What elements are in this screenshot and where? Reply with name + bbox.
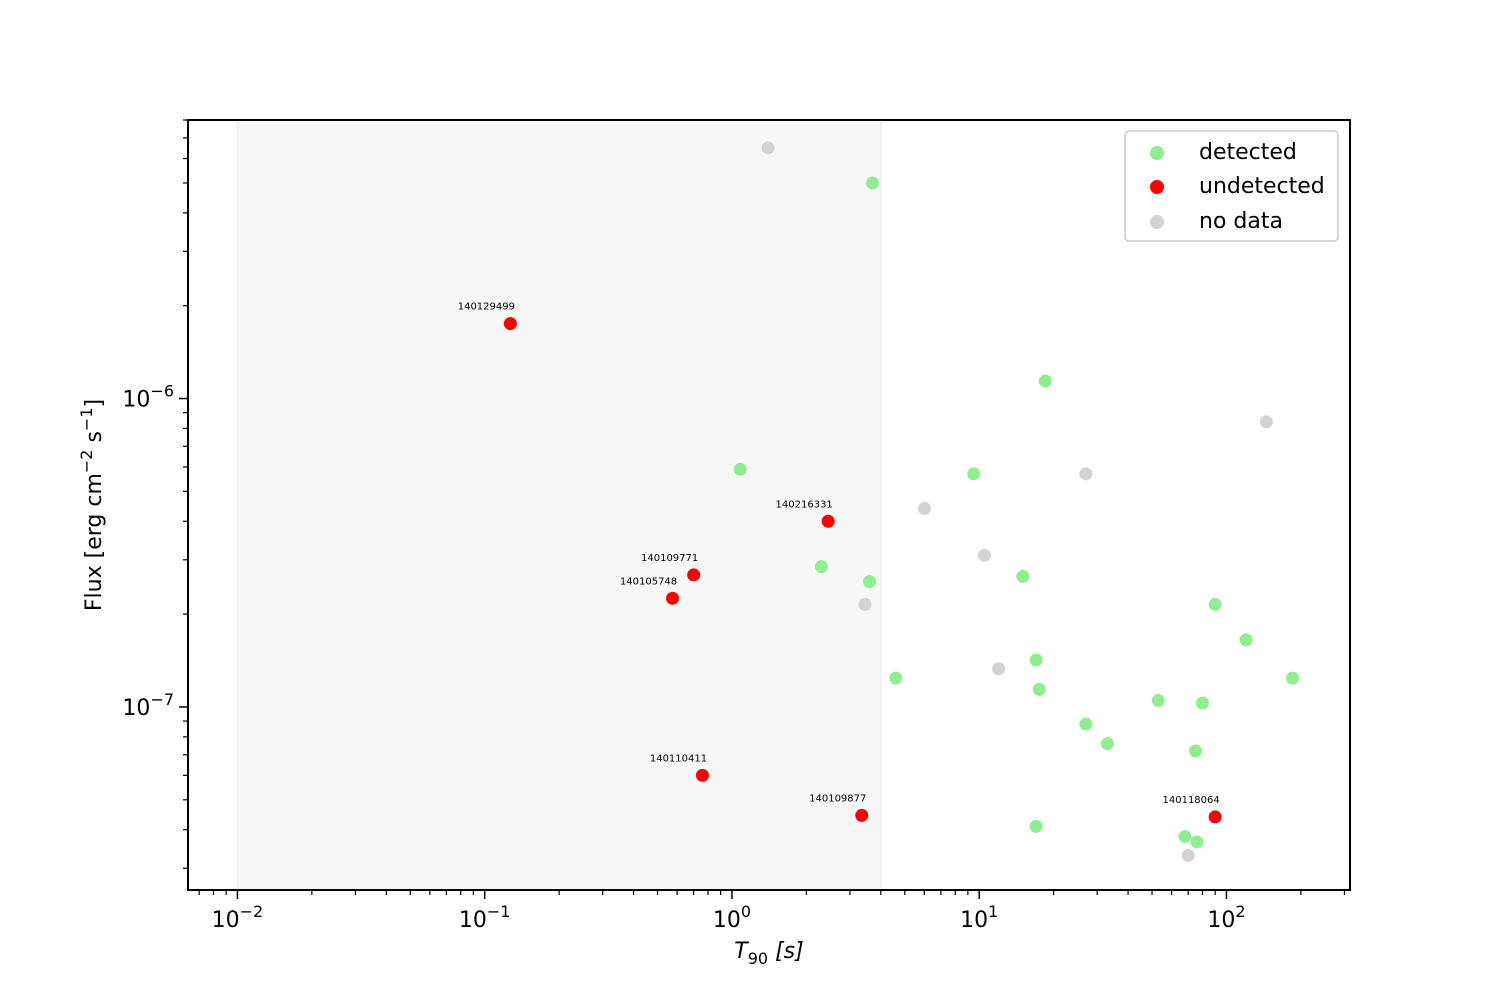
plot-frame [187, 119, 1351, 891]
point-detected [1016, 569, 1030, 583]
legend-marker-detected [1150, 146, 1164, 160]
point-detected [1190, 835, 1204, 849]
legend-label-detected: detected [1199, 140, 1297, 165]
point-no-data [977, 548, 991, 562]
point-detected [1195, 696, 1209, 710]
x-tick-label: 102 [1207, 902, 1245, 933]
point-no-data [1259, 415, 1273, 429]
point-annotation: 140109771 [641, 553, 698, 564]
shaded-region [236, 119, 882, 891]
point-detected [1029, 819, 1043, 833]
point-detected [1038, 374, 1052, 388]
point-undetected [666, 591, 680, 605]
point-detected [889, 671, 903, 685]
point-detected [1079, 717, 1093, 731]
point-detected [1208, 597, 1222, 611]
point-detected [865, 176, 879, 190]
point-annotations: 140129499 140216331 140109771 140105748 1401… [458, 302, 1220, 806]
point-undetected [695, 768, 709, 782]
point-detected [1239, 633, 1253, 647]
x-tick-label: 10−2 [212, 902, 264, 933]
point-annotation: 140118064 [1163, 795, 1220, 806]
point-annotation: 140216331 [776, 499, 833, 510]
shaded-region-layer [236, 119, 882, 891]
point-annotation: 140105748 [620, 576, 677, 587]
axis-ticks: 10−2 10−1 100 101 102 10−7 10−6 [122, 119, 1346, 933]
x-tick-label: 101 [960, 902, 998, 933]
point-detected [733, 462, 747, 476]
point-detected [1100, 737, 1114, 751]
y-tick-label: 10−6 [122, 382, 174, 413]
point-no-data [1181, 848, 1195, 862]
point-undetected [1208, 810, 1222, 824]
point-detected [1032, 682, 1046, 696]
x-tick-label: 100 [713, 902, 751, 933]
data-points [503, 141, 1300, 862]
point-undetected [687, 568, 701, 582]
point-detected [814, 560, 828, 574]
legend-marker-no-data [1150, 215, 1164, 229]
point-undetected [503, 317, 517, 331]
point-detected [862, 575, 876, 589]
point-detected [1178, 830, 1192, 844]
legend-marker-undetected [1150, 180, 1164, 194]
legend: detected undetected no data [1124, 130, 1339, 242]
point-no-data [858, 597, 872, 611]
point-annotation: 140129499 [458, 302, 515, 313]
point-no-data [992, 662, 1006, 676]
point-no-data [917, 502, 931, 516]
point-detected [1151, 693, 1165, 707]
point-undetected [821, 514, 835, 528]
legend-box [1124, 130, 1339, 242]
x-axis-label: T90 [s] [734, 939, 803, 968]
point-detected [1189, 744, 1203, 758]
legend-label-undetected: undetected [1199, 174, 1325, 199]
point-detected [1286, 671, 1300, 685]
x-tick-label: 10−1 [459, 902, 511, 933]
point-undetected [855, 808, 869, 822]
point-detected [967, 467, 981, 481]
point-no-data [761, 141, 775, 155]
point-annotation: 140110411 [650, 753, 707, 764]
point-detected [1029, 653, 1043, 667]
legend-label-no-data: no data [1199, 209, 1283, 234]
point-no-data [1079, 467, 1093, 481]
y-tick-label: 10−7 [122, 690, 174, 721]
point-annotation: 140109877 [809, 793, 866, 804]
y-axis-label: Flux [erg cm−2 s−1] [77, 399, 107, 611]
